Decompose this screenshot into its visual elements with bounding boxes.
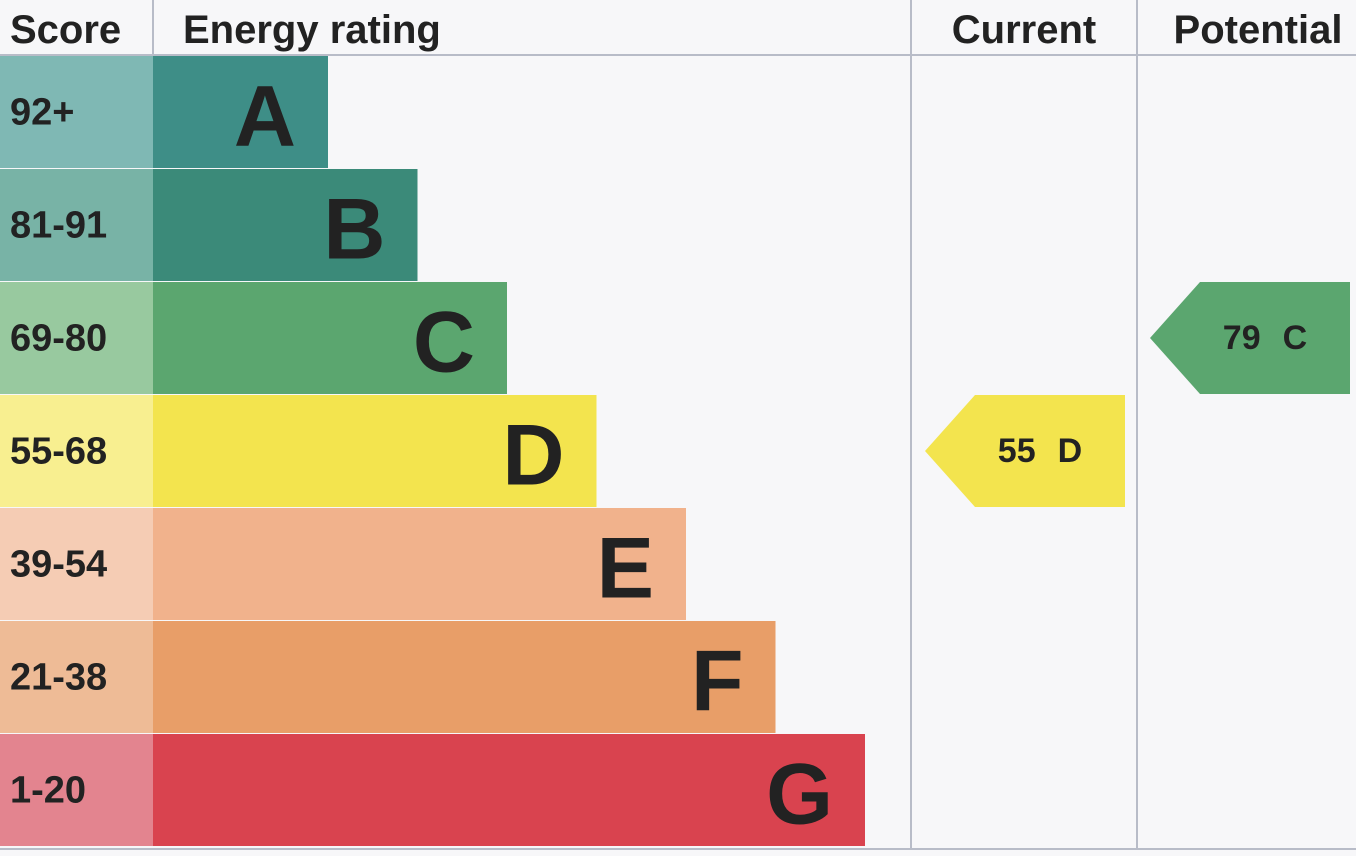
- current-score: 55: [998, 432, 1036, 470]
- score-range: 92+: [10, 92, 74, 134]
- rating-letter: F: [691, 634, 744, 730]
- rating-bar: [153, 621, 776, 733]
- rating-letter: G: [766, 747, 833, 843]
- score-range: 55-68: [10, 431, 107, 473]
- score-range: 81-91: [10, 205, 107, 247]
- rating-bar: [153, 734, 865, 846]
- rating-bar: [153, 169, 418, 281]
- score-range: 21-38: [10, 657, 107, 699]
- header-energy-rating: Energy rating: [183, 8, 441, 52]
- score-cell: [0, 282, 153, 394]
- rating-bar: [153, 508, 686, 620]
- rating-letter: B: [323, 182, 385, 278]
- rating-letter: C: [413, 295, 475, 391]
- header-score: Score: [10, 8, 121, 52]
- score-range: 39-54: [10, 544, 107, 586]
- rating-letter: A: [234, 69, 296, 165]
- rating-bar: [153, 56, 328, 168]
- current-label: 55 D: [998, 432, 1082, 470]
- score-cell: [0, 508, 153, 620]
- score-cell: [0, 56, 153, 168]
- current-arrow: [925, 395, 1125, 507]
- rating-bar: [153, 282, 507, 394]
- score-range: 69-80: [10, 318, 107, 360]
- score-cell: [0, 734, 153, 846]
- potential-score: 79: [1223, 319, 1261, 357]
- score-cell: [0, 395, 153, 507]
- header-current: Current: [952, 8, 1096, 52]
- score-range: 1-20: [10, 770, 86, 812]
- potential-rating: C: [1283, 319, 1308, 357]
- current-rating: D: [1058, 432, 1083, 470]
- header-potential: Potential: [1174, 8, 1343, 52]
- rating-letter: E: [597, 521, 654, 617]
- rating-bar: [153, 395, 597, 507]
- potential-arrow: [1150, 282, 1350, 394]
- rating-letter: D: [502, 408, 564, 504]
- score-cell: [0, 621, 153, 733]
- potential-label: 79 C: [1223, 319, 1307, 357]
- score-cell: [0, 169, 153, 281]
